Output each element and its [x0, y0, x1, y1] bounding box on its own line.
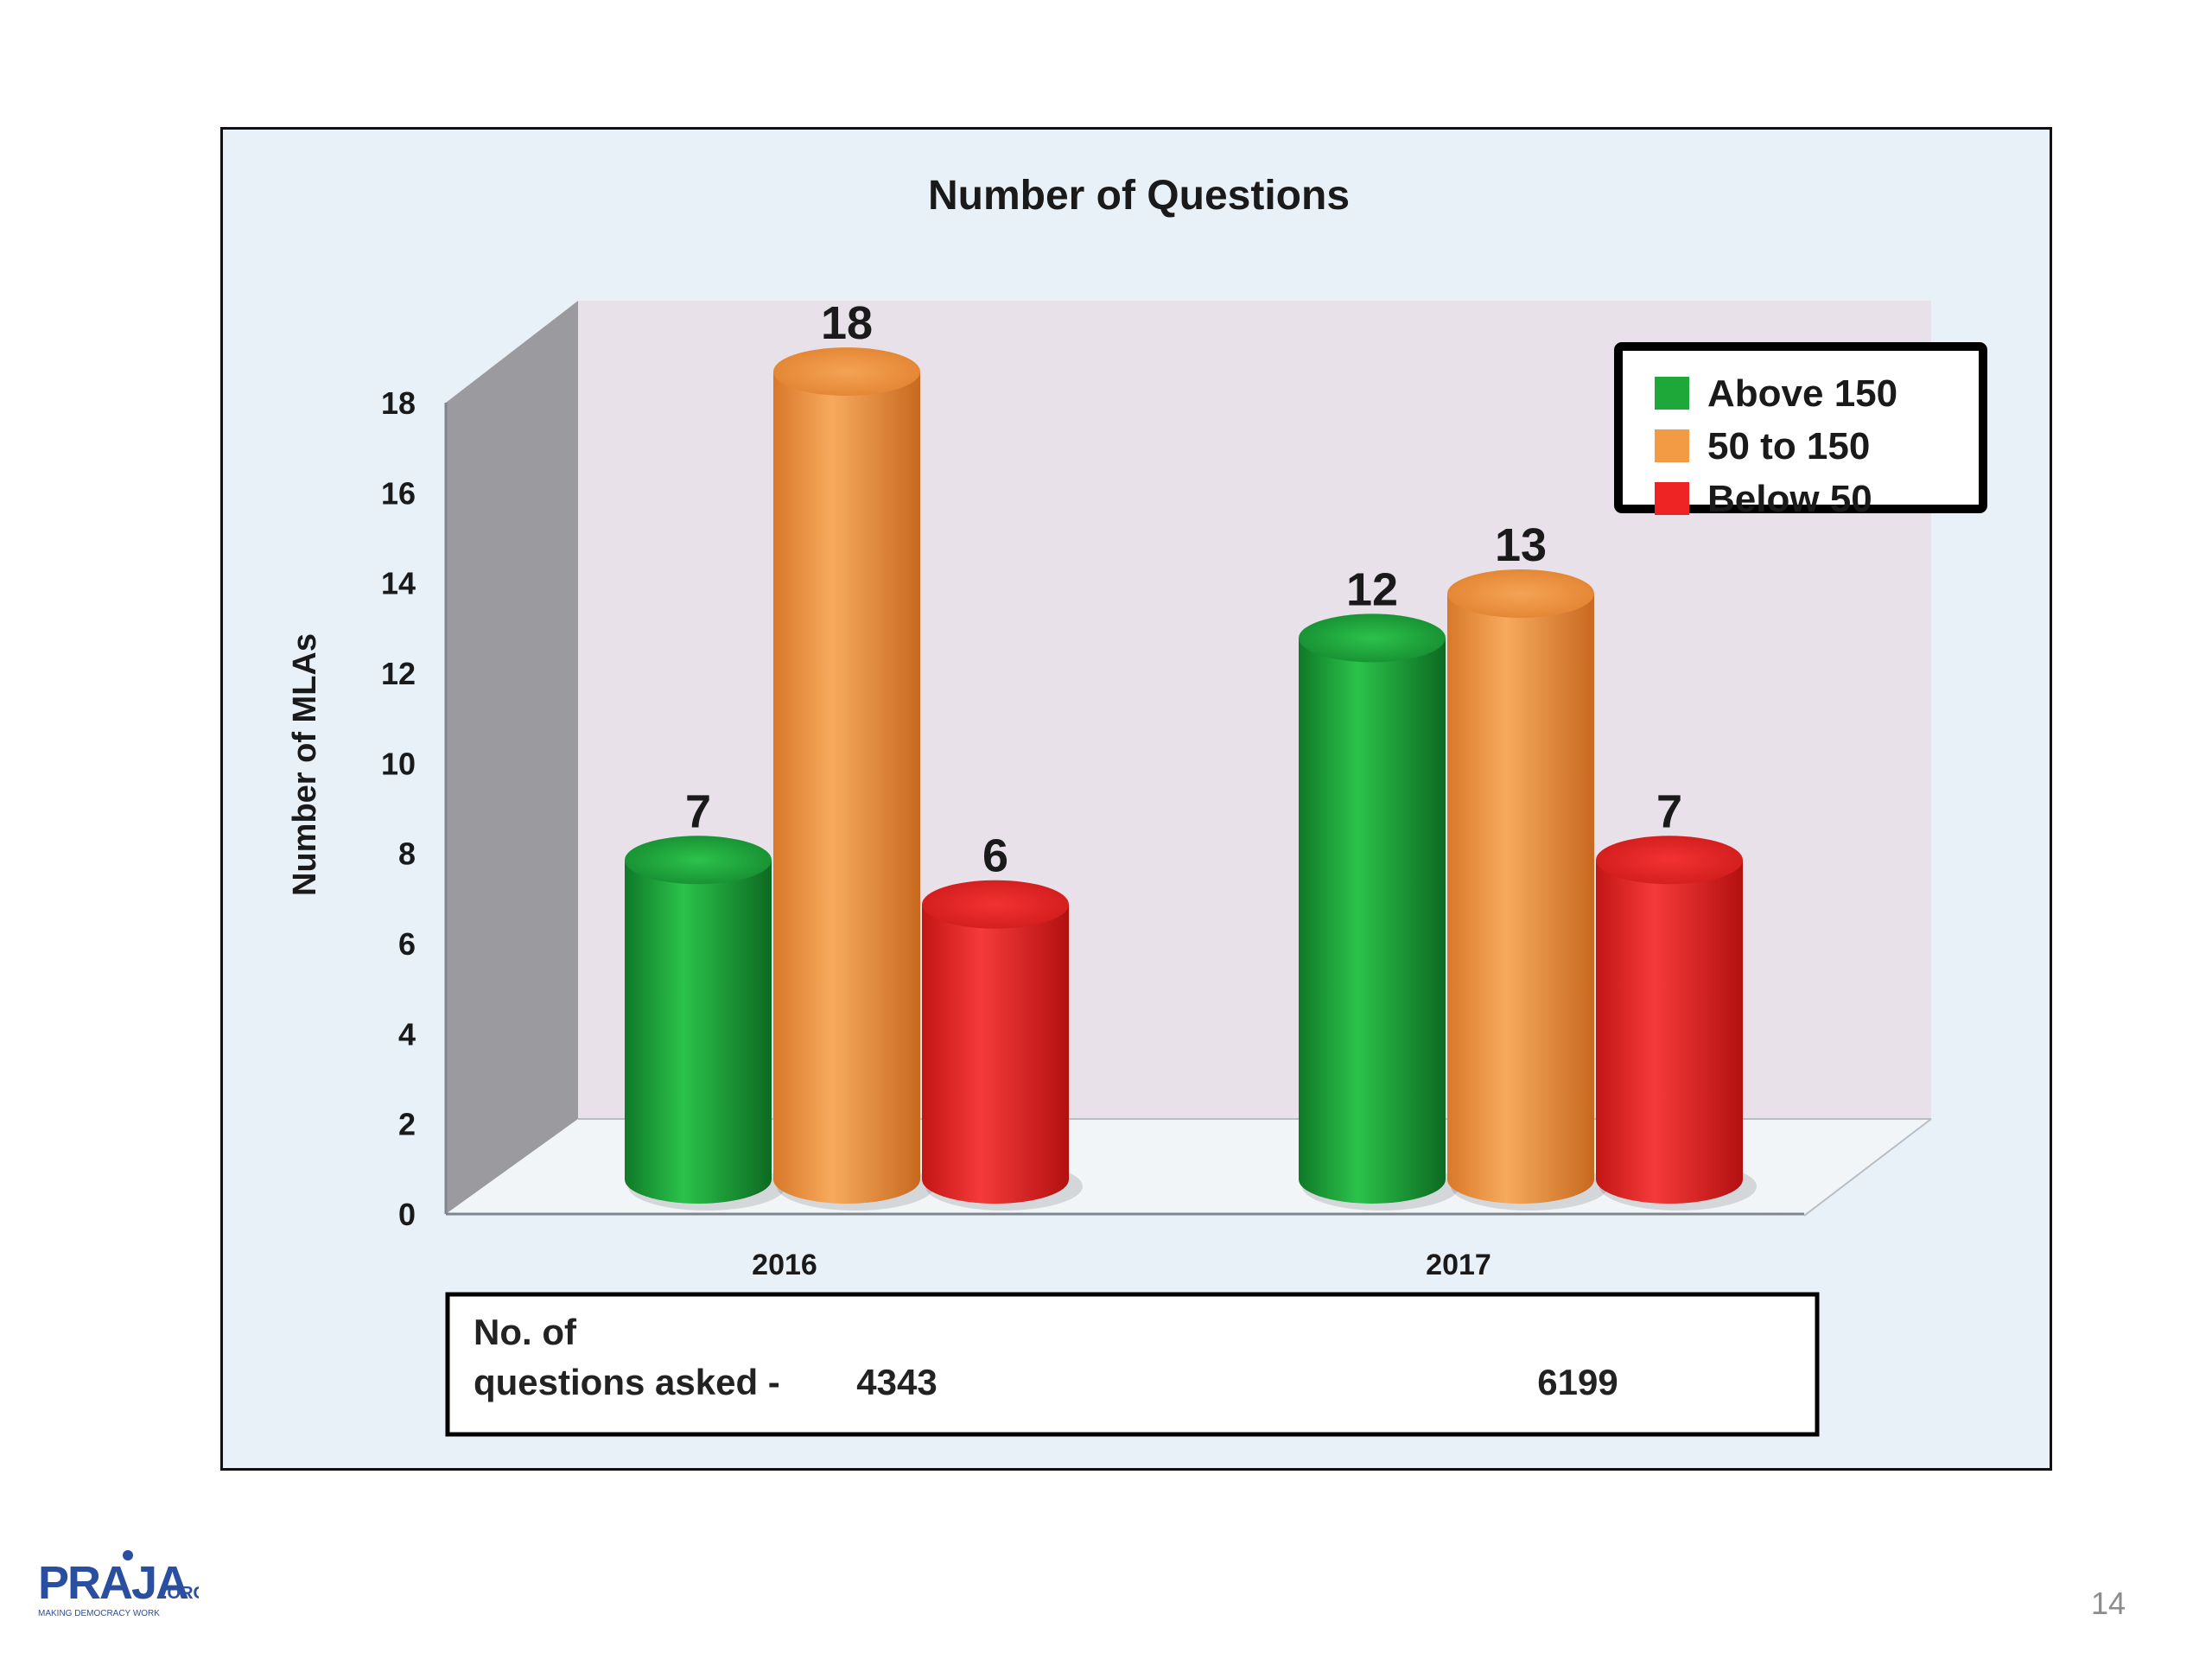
y-axis-label: Number of MLAs: [287, 633, 323, 896]
praja-logo-suffix: .ORG: [162, 1584, 199, 1603]
bar-value-label: 6: [982, 830, 1008, 882]
logo-person-icon: [123, 1550, 133, 1560]
legend-swatch: [1655, 482, 1689, 515]
bars: [625, 347, 1757, 1211]
legend: Above 150 50 to 150 Below 50: [1614, 342, 1987, 520]
bar-2017-50-to-150: [1447, 569, 1608, 1211]
bar-value-label: 13: [1495, 519, 1547, 571]
questions-table-box: [445, 1292, 1820, 1437]
bar-value-label: 12: [1346, 563, 1398, 615]
bar-top: [1596, 836, 1743, 885]
bar-top: [1447, 569, 1594, 619]
category-label: 2017: [1426, 1249, 1491, 1281]
y-tick-label: 4: [398, 1016, 416, 1052]
bar-body: [1596, 860, 1743, 1204]
bar-2016-50-to-150: [773, 347, 934, 1211]
chart-title: Number of Questions: [928, 173, 1350, 219]
value-labels: 7 18 6 12 13 7: [685, 297, 1682, 882]
bar-value-label: 7: [1656, 785, 1682, 837]
page-number: 14: [2090, 1586, 2126, 1621]
bar-chart: Number of Questions Number of MLAs 0 2 4 6 8…: [287, 173, 1987, 1437]
bar-2017-above-150: [1299, 613, 1459, 1211]
legend-box: [1614, 342, 1987, 513]
bar-body: [625, 860, 772, 1204]
floor-right-edge: [1803, 1118, 1932, 1217]
bar-top: [1299, 613, 1446, 663]
y-tick-label: 8: [398, 836, 416, 872]
legend-label: Above 150: [1707, 372, 1897, 415]
legend-swatch: [1655, 377, 1689, 410]
bar-top: [922, 880, 1069, 929]
bar-top: [773, 347, 920, 397]
y-tick-label: 16: [381, 475, 416, 511]
bar-body: [1299, 638, 1446, 1204]
bar-value-label: 7: [685, 785, 711, 837]
bar-value-label: 18: [821, 297, 873, 349]
side-wall: [446, 301, 578, 1214]
y-tick-label: 12: [381, 656, 416, 691]
category-label: 2016: [752, 1249, 817, 1281]
y-tick-label: 10: [381, 746, 416, 781]
praja-logo-tagline: MAKING DEMOCRACY WORK: [38, 1609, 160, 1618]
chart-frame: Number of Questions Number of MLAs 0 2 4 6 8…: [220, 127, 2052, 1471]
legend-swatch: [1655, 429, 1689, 462]
questions-2016-value: 4343: [856, 1362, 937, 1402]
y-tick-label: 6: [398, 926, 416, 962]
questions-table-label-line1: No. of: [474, 1312, 577, 1352]
y-tick-label: 0: [398, 1197, 416, 1232]
y-tick-label: 14: [381, 566, 416, 601]
legend-label: Below 50: [1707, 478, 1872, 520]
bar-2016-above-150: [625, 836, 785, 1211]
y-tick-label: 18: [381, 385, 416, 421]
bar-body: [922, 904, 1069, 1204]
y-tick-labels: 0 2 4 6 8 10 12 14 16 18: [381, 385, 416, 1232]
y-tick-label: 2: [398, 1107, 416, 1142]
praja-logo-text: PRAJA: [38, 1557, 188, 1609]
questions-table-label-line2: questions asked -: [474, 1362, 780, 1402]
bar-top: [625, 836, 772, 885]
bar-body: [773, 372, 920, 1205]
bar-body: [1447, 594, 1594, 1204]
questions-2017-value: 6199: [1537, 1362, 1618, 1402]
bar-2017-below-50: [1596, 836, 1757, 1211]
praja-logo: PRAJA .ORG MAKING DEMOCRACY WORK: [38, 1550, 199, 1618]
bar-2016-below-50: [922, 880, 1083, 1211]
questions-table: No. of questions asked - 4343 6199: [445, 1292, 1820, 1437]
category-labels: 2016 2017: [752, 1249, 1491, 1281]
legend-label: 50 to 150: [1707, 425, 1870, 467]
